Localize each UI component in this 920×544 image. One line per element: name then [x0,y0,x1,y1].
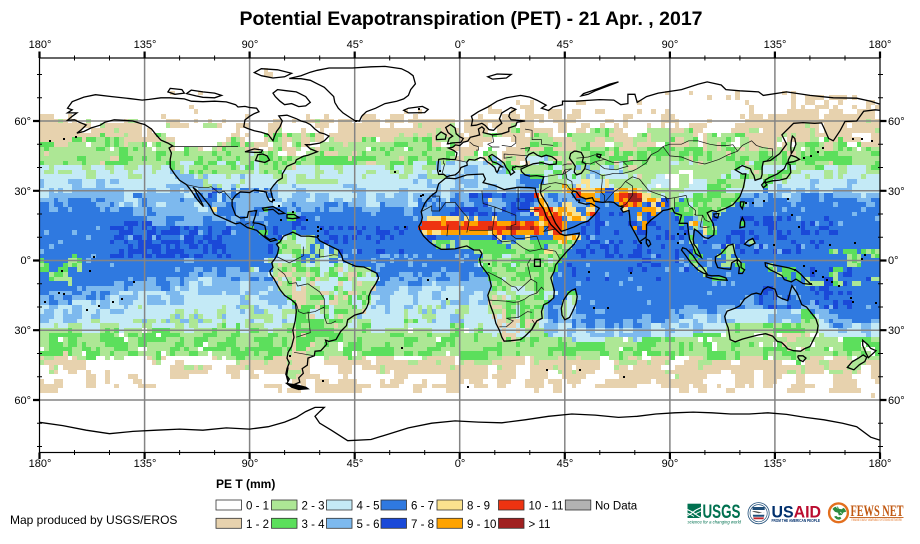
svg-text:45°: 45° [347,458,364,470]
svg-text:180°: 180° [29,39,52,51]
svg-text:USGS: USGS [703,501,741,523]
svg-text:60°: 60° [888,116,905,128]
svg-text:30°: 30° [14,186,31,198]
svg-text:9 - 10: 9 - 10 [467,519,496,531]
svg-text:3 - 4: 3 - 4 [302,519,326,531]
svg-text:135°: 135° [134,39,157,51]
svg-text:180°: 180° [869,39,892,51]
svg-text:PE T (mm): PE T (mm) [216,477,275,491]
svg-text:180°: 180° [29,458,52,470]
svg-text:0 - 1: 0 - 1 [246,501,269,513]
svg-text:60°: 60° [14,116,31,128]
svg-text:90°: 90° [242,39,259,51]
svg-text:USAID: USAID [772,503,822,521]
svg-text:90°: 90° [242,458,259,470]
svg-text:FEWS NET: FEWS NET [851,503,904,520]
svg-text:60°: 60° [888,395,905,407]
svg-text:135°: 135° [764,458,787,470]
svg-text:0°: 0° [888,255,899,267]
svg-text:No Data: No Data [595,501,638,513]
svg-text:Map produced by USGS/EROS: Map produced by USGS/EROS [10,513,177,527]
svg-text:135°: 135° [764,39,787,51]
svg-text:135°: 135° [134,458,157,470]
svg-text:30°: 30° [14,325,31,337]
svg-text:Potential Evapotranspiration (: Potential Evapotranspiration (PET) - 21 … [239,8,702,30]
svg-text:FROM THE AMERICAN PEOPLE: FROM THE AMERICAN PEOPLE [772,518,821,523]
svg-text:180°: 180° [869,458,892,470]
svg-text:45°: 45° [347,39,364,51]
svg-text:90°: 90° [662,458,679,470]
svg-text:7 - 8: 7 - 8 [411,519,434,531]
svg-text:0°: 0° [20,255,31,267]
svg-text:90°: 90° [662,39,679,51]
svg-text:8 - 9: 8 - 9 [467,501,490,513]
svg-text:10 - 11: 10 - 11 [529,501,564,513]
svg-text:FAMINE EARLY WARNING SYSTEMS N: FAMINE EARLY WARNING SYSTEMS NETWORK [852,518,903,522]
svg-text:60°: 60° [14,395,31,407]
svg-text:45°: 45° [557,458,574,470]
svg-text:5 - 6: 5 - 6 [357,519,380,531]
svg-text:0°: 0° [455,39,466,51]
svg-text:0°: 0° [455,458,466,470]
svg-text:30°: 30° [888,325,905,337]
svg-text:30°: 30° [888,186,905,198]
svg-text:2 - 3: 2 - 3 [302,501,325,513]
svg-text:6 - 7: 6 - 7 [411,501,434,513]
svg-text:1 - 2: 1 - 2 [246,519,269,531]
svg-text:45°: 45° [557,39,574,51]
svg-text:science for a changing world: science for a changing world [688,519,742,524]
svg-text:> 11: > 11 [529,519,551,531]
svg-text:4 - 5: 4 - 5 [357,501,380,513]
